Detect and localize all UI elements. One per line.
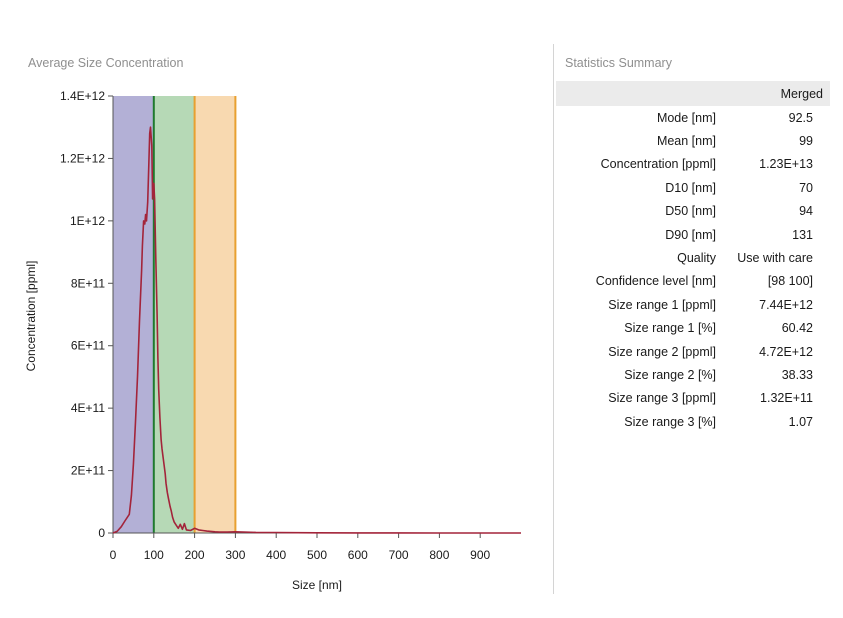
stats-row: D50 [nm] 94: [556, 200, 830, 223]
size-range-bands: [113, 96, 236, 533]
panel-divider[interactable]: [553, 44, 554, 594]
y-tick-label: 8E+11: [71, 276, 105, 290]
size-range-band-2: [153, 96, 195, 533]
stats-row: Size range 2 [ppml] 4.72E+12: [556, 340, 830, 363]
stats-row-value: 60.42: [781, 321, 813, 336]
y-tick-label: 1.4E+12: [60, 89, 105, 103]
series-line-merged: [112, 126, 521, 534]
stats-row-value: 99: [799, 134, 813, 149]
size-range-band-3: [194, 96, 236, 533]
y-axis-label: Concentration [ppml]: [24, 261, 38, 372]
stats-row-label: D10 [nm]: [665, 180, 716, 195]
stats-row-value: 7.44E+12: [759, 297, 813, 312]
stats-row-label: Size range 3 [ppml]: [608, 391, 716, 406]
stats-row-label: D50 [nm]: [665, 204, 716, 219]
stats-row-value: 131: [792, 227, 813, 242]
stats-row: Size range 1 [%] 60.42: [556, 317, 830, 340]
stats-row: Quality Use with care: [556, 246, 830, 269]
stats-row: Concentration [ppml] 1.23E+13: [556, 153, 830, 176]
x-tick-label: 200: [185, 548, 205, 562]
stats-row-value: 1.23E+13: [759, 157, 813, 172]
chart-title: Average Size Concentration: [28, 56, 184, 70]
stats-row: Size range 2 [%] 38.33: [556, 363, 830, 386]
chart-series: [112, 126, 521, 534]
stats-row: Size range 1 [ppml] 7.44E+12: [556, 293, 830, 316]
stats-row-label: D90 [nm]: [665, 227, 716, 242]
x-tick-label: 500: [307, 548, 327, 562]
x-tick-label: 100: [144, 548, 164, 562]
stats-row-label: Concentration [ppml]: [600, 157, 716, 172]
stats-row-label: Size range 2 [%]: [624, 367, 716, 382]
stats-row-label: Mode [nm]: [656, 110, 716, 125]
y-tick-label: 0: [98, 526, 105, 540]
stats-row: Size range 3 [ppml] 1.32E+11: [556, 387, 830, 410]
x-axis-label: Size [nm]: [292, 578, 342, 592]
stats-row-value: 4.72E+12: [759, 344, 813, 359]
y-tick-label: 1E+12: [70, 214, 105, 228]
x-tick-label: 400: [266, 548, 286, 562]
stats-row-value: [98 100]: [767, 274, 813, 289]
chart-axes: 0 2E+11 4E+11 6E+11 8E+11 1E+12 1.2E+12 1.4E+12…: [60, 89, 521, 562]
stats-row: Confidence level [nm] [98 100]: [556, 270, 830, 293]
stats-row-label: Quality: [677, 251, 716, 266]
x-tick-label: 300: [225, 548, 245, 562]
stats-header-blank: [556, 81, 724, 106]
stats-column-header[interactable]: Merged: [724, 81, 830, 106]
stats-row-value: 38.33: [781, 367, 813, 382]
stats-row: Mean [nm] 99: [556, 129, 830, 152]
stats-row: Size range 3 [%] 1.07: [556, 410, 830, 433]
stats-row-value: 92.5: [788, 110, 813, 125]
stats-row-label: Size range 1 [%]: [624, 321, 716, 336]
stats-row-label: Mean [nm]: [656, 134, 716, 149]
stats-row: Mode [nm] 92.5: [556, 106, 830, 129]
x-tick-label: 700: [389, 548, 409, 562]
y-tick-label: 2E+11: [71, 464, 105, 478]
y-tick-label: 4E+11: [71, 401, 105, 415]
size-range-markers: [152, 96, 237, 533]
x-tick-label: 600: [348, 548, 368, 562]
concentration-chart: 0 2E+11 4E+11 6E+11 8E+11 1E+12 1.2E+12 1.4E+12…: [24, 89, 521, 592]
stats-title: Statistics Summary: [565, 56, 672, 70]
stats-row-label: Size range 3 [%]: [624, 414, 716, 429]
stats-row-value: Use with care: [737, 251, 813, 266]
stats-header-row: Merged: [556, 81, 830, 106]
stats-row-value: 1.07: [788, 414, 813, 429]
stats-row: D10 [nm] 70: [556, 176, 830, 199]
x-tick-label: 900: [470, 548, 490, 562]
stats-row-value: 94: [799, 204, 813, 219]
statistics-summary-table: Merged Mode [nm] 92.5 Mean [nm] 99 Concentra…: [556, 81, 830, 433]
stats-row: D90 [nm] 131: [556, 223, 830, 246]
stats-row-value: 1.32E+11: [760, 391, 813, 406]
stats-row-label: Size range 2 [ppml]: [608, 344, 716, 359]
x-tick-label: 0: [110, 548, 117, 562]
y-tick-label: 1.2E+12: [60, 151, 105, 165]
x-tick-label: 800: [429, 548, 449, 562]
y-tick-label: 6E+11: [71, 339, 105, 353]
stats-row-label: Confidence level [nm]: [595, 274, 716, 289]
stats-row-label: Size range 1 [ppml]: [608, 297, 716, 312]
stats-row-value: 70: [799, 180, 813, 195]
